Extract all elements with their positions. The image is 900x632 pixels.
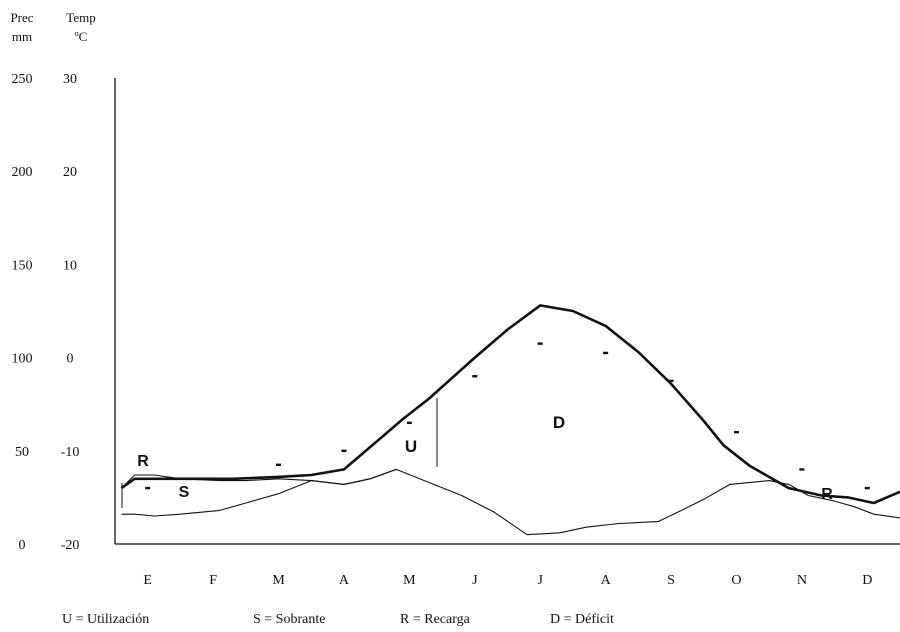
x-tick-label: A xyxy=(601,573,612,588)
x-tick-label: F xyxy=(209,573,217,588)
y-right-label-line1: Temp xyxy=(66,10,95,25)
annotation-recarga-left: R xyxy=(137,453,149,470)
x-tick-label: M xyxy=(403,573,416,588)
legend-utilizacion: U = Utilización xyxy=(62,612,150,627)
y-left-label-line2: mm xyxy=(12,29,32,44)
y-left-tick-label: 200 xyxy=(12,165,33,180)
temp-point xyxy=(145,486,151,490)
x-tick-label: M xyxy=(272,573,285,588)
y-left-tick-label: 50 xyxy=(15,445,29,460)
y-right-label-line2: ºC xyxy=(75,29,88,44)
x-tick-label: E xyxy=(143,573,152,588)
y-left-tick-label: 100 xyxy=(12,352,33,367)
y-left-label-line1: Prec xyxy=(10,10,33,25)
y-right-tick-labels: -20 -10 0 10 20 30 xyxy=(61,72,80,553)
y-right-tick-label: 10 xyxy=(63,258,77,273)
etp-line xyxy=(120,304,900,505)
temp-point xyxy=(406,421,412,425)
temp-point xyxy=(472,375,478,378)
series-layer xyxy=(120,304,900,536)
temp-point xyxy=(341,449,347,452)
legend-recarga: R = Recarga xyxy=(400,612,470,627)
y-right-tick-label: -10 xyxy=(61,445,80,460)
annotation-recarga-right: R xyxy=(821,486,833,503)
y-left-tick-label: 0 xyxy=(19,538,26,553)
annotation-sobrante: S xyxy=(179,484,190,501)
temp-point xyxy=(733,430,739,434)
legend-deficit: D = Déficit xyxy=(550,612,614,627)
soil-line xyxy=(121,468,397,489)
y-left-tick-label: 150 xyxy=(12,258,33,273)
temp-point xyxy=(864,486,870,490)
x-tick-label: A xyxy=(339,573,350,588)
x-tick-label: J xyxy=(472,573,478,588)
temp-point xyxy=(537,342,543,345)
x-tick-label: O xyxy=(731,573,741,588)
y-right-tick-label: 30 xyxy=(63,72,77,87)
legend-sobrante: S = Sobrante xyxy=(253,612,326,627)
y-right-tick-label: 0 xyxy=(67,352,74,367)
annotation-deficit: D xyxy=(553,413,565,432)
annotation-utilizacion: U xyxy=(405,437,417,456)
prec-line xyxy=(121,468,900,536)
temp-point xyxy=(603,351,609,355)
y-right-tick-label: -20 xyxy=(61,538,80,553)
x-tick-label: D xyxy=(862,573,872,588)
y-left-tick-labels: 0 50 100 150 200 250 xyxy=(12,72,33,553)
temp-point xyxy=(799,468,805,471)
x-tick-label: J xyxy=(537,573,543,588)
y-right-tick-label: 20 xyxy=(63,165,77,180)
x-tick-label: N xyxy=(797,573,807,588)
x-tick-label: S xyxy=(667,573,675,588)
y-left-tick-label: 250 xyxy=(12,72,33,87)
temp-point xyxy=(668,379,674,383)
temp-point xyxy=(276,463,282,466)
